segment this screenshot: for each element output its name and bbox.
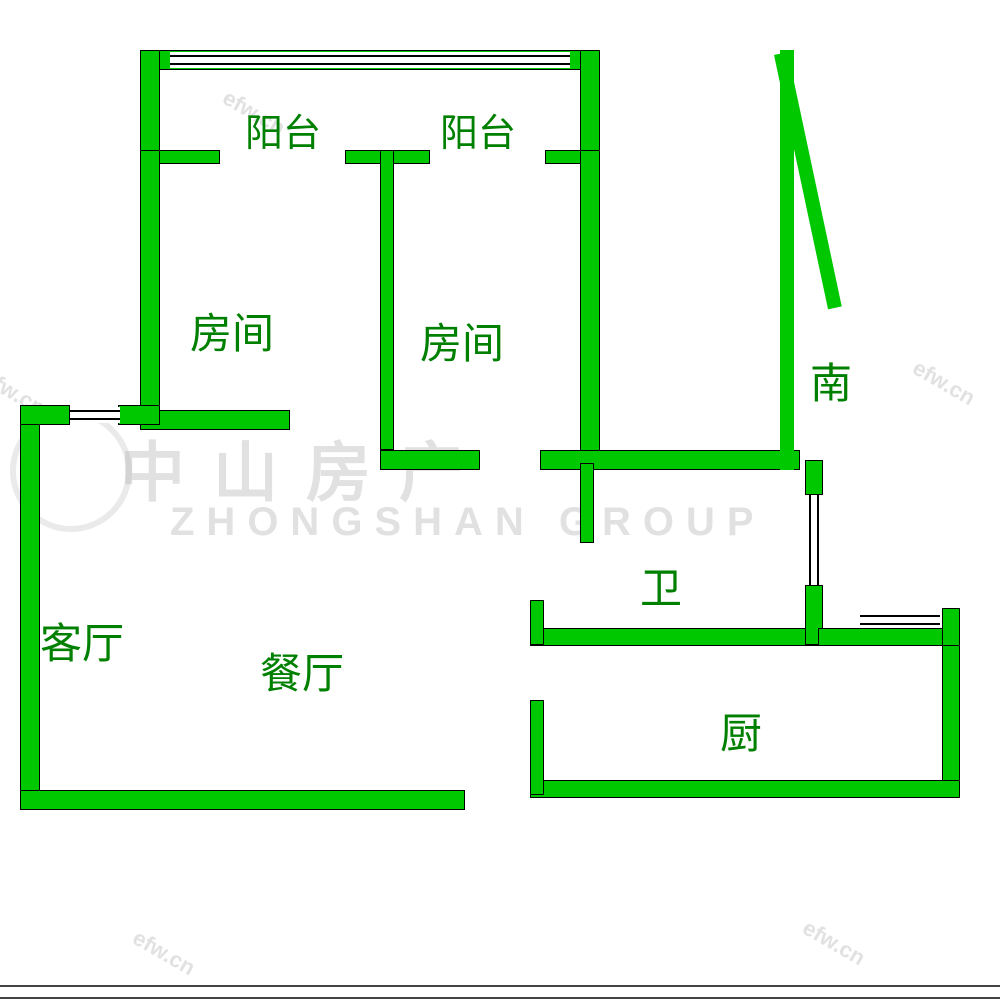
label-dining: 餐厅: [260, 640, 344, 701]
window-living-top: [70, 407, 120, 423]
wall-room1-bottom: [140, 410, 290, 430]
wall-room-left: [140, 150, 160, 430]
wall-living-left: [20, 405, 40, 805]
label-living: 客厅: [40, 610, 124, 671]
wall-room-divider: [380, 150, 394, 450]
wall-bath-right-top: [805, 460, 823, 495]
wall-kitchen-right: [942, 628, 960, 798]
label-balcony1: 阳台: [245, 102, 321, 157]
label-bath: 卫: [640, 555, 682, 616]
wall-room-right: [580, 150, 600, 470]
wall-bath-left: [580, 463, 594, 543]
label-kitchen: 厨: [720, 700, 762, 761]
wall-living-top-seg2: [118, 405, 160, 425]
wall-kitchen-topright-h: [818, 628, 960, 646]
wall-balcony-right: [580, 50, 600, 165]
label-room1: 房间: [190, 300, 274, 361]
window-bath-right: [806, 495, 822, 585]
wall-living-bottom: [20, 790, 465, 810]
watermark-efw-4: efw.cn: [128, 925, 200, 981]
window-balcony-top: [170, 52, 570, 68]
wall-kitchen-left: [530, 700, 544, 795]
watermark-efw-5: efw.cn: [798, 915, 870, 971]
label-south: 南: [810, 350, 852, 411]
wall-room2-bottom-left: [380, 450, 480, 470]
wall-bath-stub: [530, 600, 544, 645]
watermark-efw-3: efw.cn: [908, 355, 980, 411]
wall-kitchen-bottom: [530, 780, 960, 798]
label-room2: 房间: [420, 310, 504, 371]
label-balcony2: 阳台: [440, 102, 516, 157]
frame-line-bottom: [0, 985, 1000, 987]
window-kitchen: [860, 612, 940, 628]
wall-room2-bottom-right: [540, 450, 800, 470]
watermark-brand-en: ZHONGSHAN GROUP: [170, 500, 766, 545]
wall-kitchen-topright-stub: [942, 608, 960, 646]
wall-balcony-left: [140, 50, 160, 160]
wall-living-top-seg1: [20, 405, 70, 425]
floorplan-canvas: efw.cn efw.cn efw.cn efw.cn efw.cn 中山房产 …: [0, 0, 1000, 1000]
frame-line-bottom2: [0, 997, 1000, 999]
